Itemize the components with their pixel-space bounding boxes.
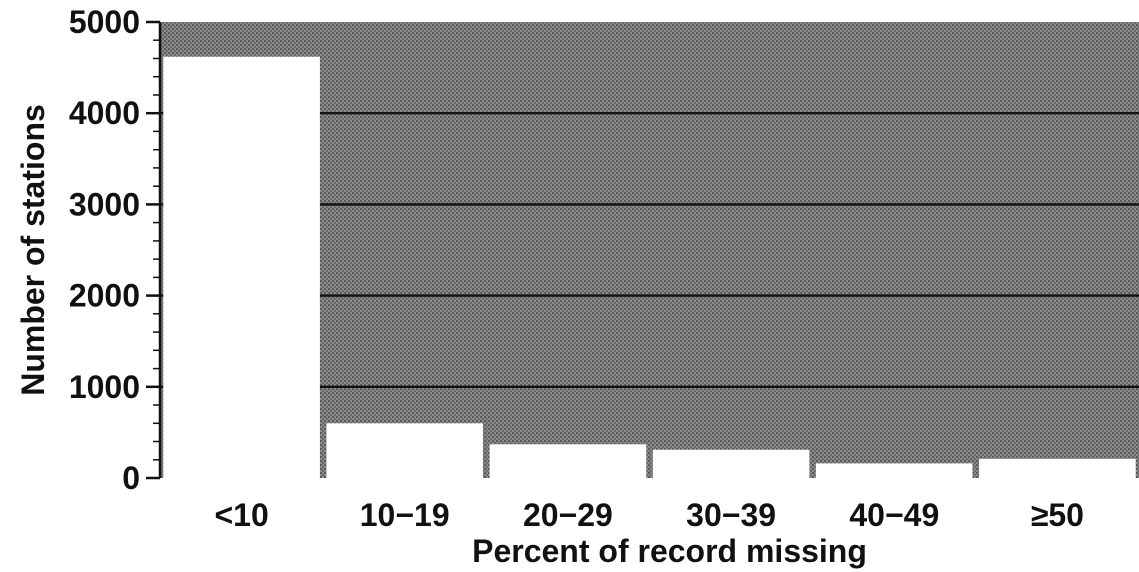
y-tick-label: 4000 — [69, 95, 140, 131]
bars — [163, 56, 1136, 478]
gridlines — [160, 111, 1139, 388]
x-tick-label: 10−19 — [360, 497, 450, 533]
x-tick-label: ≥50 — [1031, 497, 1084, 533]
plot-background — [160, 22, 1139, 478]
y-axis-label: Number of stations — [15, 104, 51, 396]
x-tick-label: 20−29 — [523, 497, 613, 533]
bar — [326, 423, 483, 478]
y-tick-label: 5000 — [69, 4, 140, 40]
y-axis — [146, 20, 162, 480]
x-tick-label: <10 — [214, 497, 268, 533]
bar — [163, 56, 320, 478]
bar — [979, 458, 1136, 478]
y-tick-label: 2000 — [69, 278, 140, 314]
axis-labels: 0 1000 2000 3000 4000 5000 <10 10−19 20−29 30−39 4… — [15, 4, 1084, 569]
y-tick-label: 3000 — [69, 186, 140, 222]
bar — [489, 444, 647, 478]
x-axis-label: Percent of record missing — [472, 533, 867, 569]
bar — [652, 449, 810, 478]
x-tick-label: 30−39 — [686, 497, 776, 533]
y-tick-label: 0 — [122, 460, 140, 496]
x-tick-label: 40−49 — [849, 497, 939, 533]
y-tick-label: 1000 — [69, 369, 140, 405]
plot-area — [160, 22, 1139, 478]
bar — [815, 463, 973, 478]
